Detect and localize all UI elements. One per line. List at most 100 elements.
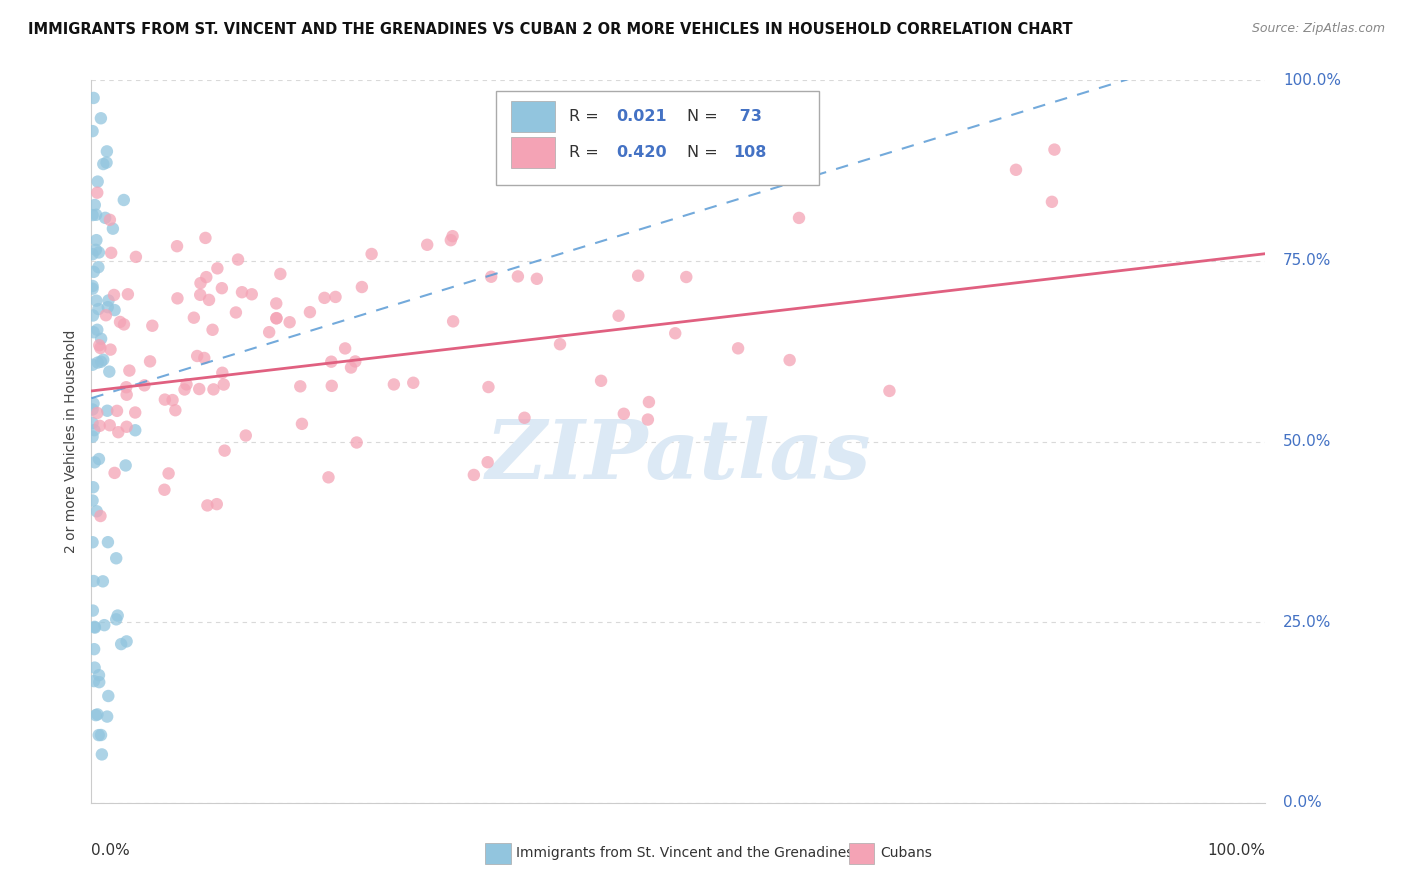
Point [97, 300, 120, 314]
Point [162, 393, 184, 408]
Point [291, 417, 314, 431]
Point [86, 186, 108, 200]
Point [193, 351, 215, 365]
Point [112, 318, 135, 332]
Point [591, 374, 613, 388]
Point [264, 296, 287, 310]
Point [165, 403, 187, 417]
Point [107, 608, 129, 623]
Point [115, 380, 138, 394]
Point [98, 418, 121, 433]
Point [382, 377, 405, 392]
Point [105, 551, 128, 566]
Point [202, 383, 225, 397]
Point [190, 276, 212, 290]
Point [90, 728, 112, 742]
Point [117, 287, 139, 301]
Text: 73: 73 [734, 109, 762, 124]
Point [96, 145, 118, 159]
Point [97, 689, 120, 703]
Point [89, 418, 111, 433]
Point [103, 288, 125, 302]
Point [173, 383, 195, 397]
Point [104, 303, 127, 318]
Point [269, 267, 291, 281]
Point [183, 310, 205, 325]
Point [97, 293, 120, 308]
Bar [510, 137, 555, 168]
Bar [485, 843, 510, 864]
Point [441, 229, 464, 244]
Point [83, 396, 105, 410]
Point [86, 175, 108, 189]
Point [94, 308, 117, 322]
Point [290, 379, 312, 393]
Point [115, 634, 138, 648]
Text: 0.021: 0.021 [616, 109, 666, 124]
Point [124, 423, 146, 437]
Point [211, 366, 233, 380]
Point [115, 388, 138, 402]
Point [298, 305, 321, 319]
Point [83, 265, 105, 279]
Point [340, 360, 363, 375]
Point [360, 247, 382, 261]
Point [82, 279, 104, 293]
Point [89, 338, 111, 352]
Point [607, 309, 630, 323]
Point [114, 458, 136, 473]
Point [82, 208, 104, 222]
Text: N =: N = [686, 109, 723, 124]
Text: 75.0%: 75.0% [1284, 253, 1331, 268]
Point [82, 402, 104, 417]
Point [100, 343, 122, 357]
Point [207, 261, 229, 276]
Point [205, 497, 228, 511]
Point [627, 268, 650, 283]
Point [318, 470, 340, 484]
Point [231, 285, 253, 300]
Point [110, 637, 132, 651]
Point [235, 428, 257, 442]
Point [613, 407, 636, 421]
Point [479, 269, 502, 284]
Point [727, 342, 749, 356]
Point [87, 355, 110, 369]
Point [477, 380, 499, 394]
Point [84, 208, 107, 222]
Point [83, 423, 105, 437]
Point [107, 425, 129, 440]
Point [321, 354, 343, 368]
Point [84, 621, 107, 635]
Point [96, 709, 118, 723]
Point [346, 435, 368, 450]
Point [350, 280, 373, 294]
Text: R =: R = [569, 109, 605, 124]
Point [463, 467, 485, 482]
Point [176, 377, 198, 392]
Point [118, 363, 141, 377]
Point [87, 260, 110, 275]
Text: 0.0%: 0.0% [1284, 796, 1322, 810]
Text: 25.0%: 25.0% [1284, 615, 1331, 630]
Point [266, 311, 288, 326]
Point [134, 378, 156, 392]
Point [87, 245, 110, 260]
Point [225, 305, 247, 319]
Point [548, 337, 571, 351]
Point [153, 483, 176, 497]
Point [82, 124, 104, 138]
Point [82, 309, 104, 323]
Text: Immigrants from St. Vincent and the Grenadines: Immigrants from St. Vincent and the Gren… [516, 847, 853, 861]
Text: IMMIGRANTS FROM ST. VINCENT AND THE GRENADINES VS CUBAN 2 OR MORE VEHICLES IN HO: IMMIGRANTS FROM ST. VINCENT AND THE GREN… [28, 22, 1073, 37]
Text: 0.0%: 0.0% [91, 843, 131, 857]
Point [83, 674, 105, 689]
Point [440, 233, 463, 247]
Point [87, 452, 110, 467]
Point [186, 349, 208, 363]
Point [96, 155, 118, 169]
Point [787, 211, 810, 225]
Point [98, 212, 121, 227]
Point [82, 429, 104, 443]
Text: 0.420: 0.420 [616, 145, 666, 160]
